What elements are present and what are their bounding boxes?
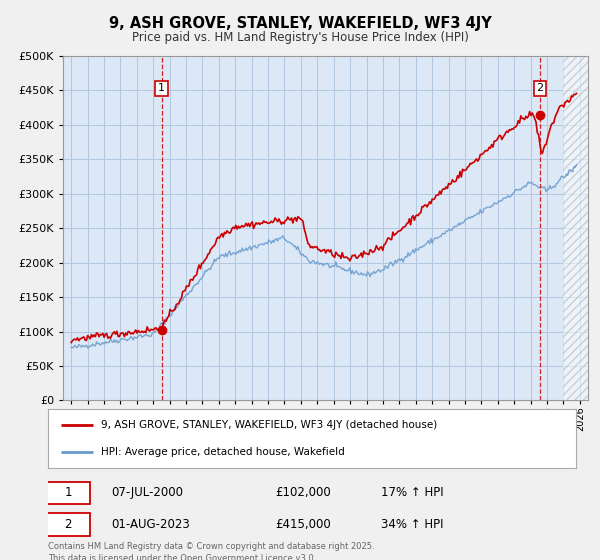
Text: 9, ASH GROVE, STANLEY, WAKEFIELD, WF3 4JY: 9, ASH GROVE, STANLEY, WAKEFIELD, WF3 4J… [109,16,491,31]
Text: 2: 2 [536,83,544,94]
Bar [563,56,588,400]
Text: Price paid vs. HM Land Registry's House Price Index (HPI): Price paid vs. HM Land Registry's House … [131,31,469,44]
FancyBboxPatch shape [46,482,90,504]
Text: £102,000: £102,000 [275,487,331,500]
Text: 1: 1 [64,487,72,500]
FancyBboxPatch shape [46,514,90,536]
Text: 01-AUG-2023: 01-AUG-2023 [112,518,190,531]
Text: £415,000: £415,000 [275,518,331,531]
Text: 9, ASH GROVE, STANLEY, WAKEFIELD, WF3 4JY (detached house): 9, ASH GROVE, STANLEY, WAKEFIELD, WF3 4J… [101,419,437,430]
Text: Contains HM Land Registry data © Crown copyright and database right 2025.
This d: Contains HM Land Registry data © Crown c… [48,542,374,560]
Text: 17% ↑ HPI: 17% ↑ HPI [380,487,443,500]
Text: 1: 1 [158,83,165,94]
Text: HPI: Average price, detached house, Wakefield: HPI: Average price, detached house, Wake… [101,447,344,457]
Text: 07-JUL-2000: 07-JUL-2000 [112,487,184,500]
Text: 2: 2 [64,518,72,531]
Text: 34% ↑ HPI: 34% ↑ HPI [380,518,443,531]
